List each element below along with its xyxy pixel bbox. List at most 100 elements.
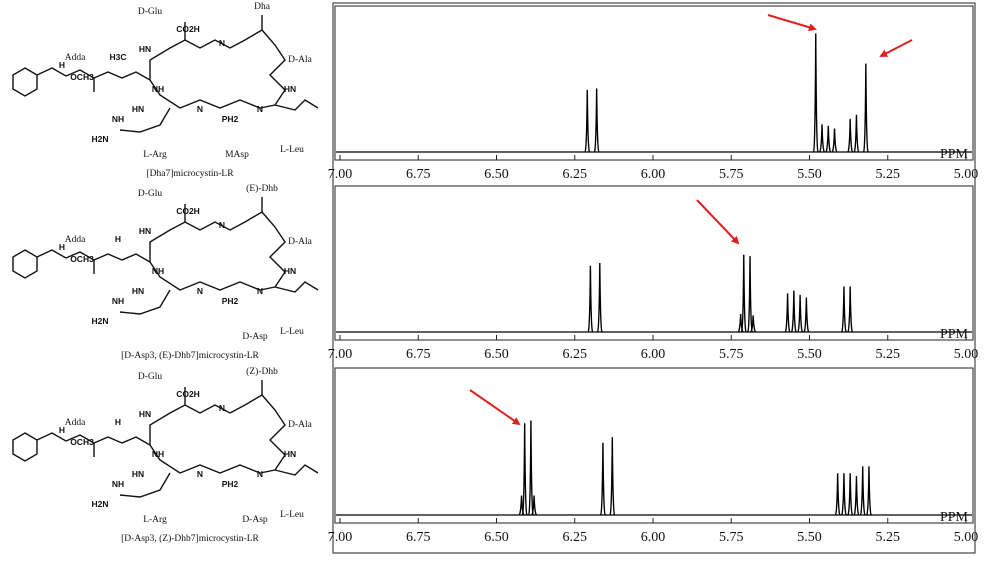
x-axis-label: PPM — [940, 510, 969, 525]
atom-label: H2N — [91, 316, 108, 326]
outer-frame — [332, 2, 976, 554]
panel-frame — [334, 5, 974, 161]
peak — [531, 495, 537, 516]
x-tick-label: 5.50 — [797, 347, 822, 362]
arrow — [879, 39, 913, 57]
structure-skeleton — [12, 14, 319, 133]
x-tick-label: 6.75 — [406, 347, 431, 362]
peak — [750, 315, 757, 333]
residue-label: L-Leu — [280, 145, 304, 155]
atom-label: H2N — [91, 499, 108, 509]
x-tick-label: 7.00 — [328, 347, 353, 362]
x-tick-label: 5.75 — [719, 167, 744, 182]
peak — [600, 442, 606, 516]
atom-label: CO2H — [176, 206, 200, 216]
peak — [825, 125, 832, 153]
x-tick-label: 7.00 — [328, 530, 353, 545]
peak — [819, 124, 825, 153]
structure-skeleton — [12, 379, 319, 498]
structure-skeleton — [12, 196, 319, 315]
x-axis-label: PPM — [940, 327, 969, 342]
peak — [841, 286, 847, 333]
atom-label: HN — [284, 266, 296, 276]
atom-label: NH — [152, 84, 164, 94]
peak — [528, 420, 534, 516]
atom-label: N — [257, 286, 263, 296]
peak — [587, 265, 594, 333]
panel-frame — [334, 367, 974, 524]
x-tick-label: 7.00 — [328, 167, 353, 182]
residue-label: L-Leu — [280, 510, 304, 520]
atom-label: OCH3 — [70, 254, 94, 264]
atom-label: NH — [152, 266, 164, 276]
residue-label: MAsp — [225, 150, 249, 160]
residue-label: D-Ala — [288, 420, 313, 430]
residue-label: D-Glu — [138, 7, 163, 17]
atom-label: NH — [112, 296, 124, 306]
x-tick-label: 5.25 — [876, 530, 901, 545]
x-tick-label: 5.75 — [719, 530, 744, 545]
x-tick-label: 6.75 — [406, 167, 431, 182]
structure-caption: [D-Asp3, (E)-Dhb7]microcystin-LR — [121, 350, 259, 361]
peak — [593, 88, 600, 153]
x-tick-label: 6.00 — [641, 347, 666, 362]
peak — [584, 89, 591, 153]
peak — [790, 290, 797, 333]
atom-label: H — [115, 417, 121, 427]
x-tick-label: 6.50 — [484, 530, 509, 545]
atom-label: CO2H — [176, 389, 200, 399]
residue-label: D-Asp — [242, 515, 268, 525]
peak — [834, 473, 841, 516]
atom-label: OCH3 — [70, 72, 94, 82]
atom-label: NH — [112, 479, 124, 489]
atom-label: N — [197, 469, 203, 479]
peak — [859, 466, 866, 516]
peak — [747, 256, 753, 333]
x-tick-label: 6.00 — [641, 530, 666, 545]
atom-label: NH — [152, 449, 164, 459]
atom-label: N — [219, 220, 225, 230]
x-tick-label: 6.25 — [563, 530, 588, 545]
residue-label: D-Ala — [288, 55, 313, 65]
x-tick-label: 6.25 — [563, 167, 588, 182]
peak — [803, 297, 810, 333]
structure-caption: [Dha7]microcystin-LR — [146, 169, 234, 179]
panel-frame — [334, 185, 974, 341]
atom-label: PH2 — [222, 479, 239, 489]
atom-label: N — [197, 104, 203, 114]
residue-label: (Z)-Dhb — [246, 366, 278, 377]
arrow — [469, 389, 521, 426]
atom-label: HN — [139, 226, 151, 236]
atom-label: HN — [132, 104, 144, 114]
atom-label: H3C — [109, 52, 126, 62]
structure-caption: [D-Asp3, (Z)-Dhb7]microcystin-LR — [121, 533, 259, 544]
peak — [609, 437, 616, 516]
atom-label: HN — [139, 44, 151, 54]
atom-label: PH2 — [222, 114, 239, 124]
atom-label: N — [219, 38, 225, 48]
peak — [797, 294, 803, 333]
atom-label: H2N — [91, 134, 108, 144]
x-tick-label: 5.25 — [876, 347, 901, 362]
x-tick-label: 5.50 — [797, 167, 822, 182]
residue-label: D-Glu — [138, 189, 163, 199]
atom-label: N — [197, 286, 203, 296]
residue-label: L-Arg — [143, 515, 167, 525]
residue-label: Adda — [65, 53, 86, 63]
peak — [847, 286, 854, 333]
atom-label: HN — [284, 84, 296, 94]
x-tick-label: 6.50 — [484, 167, 509, 182]
peak — [853, 114, 860, 153]
peak — [847, 473, 854, 516]
atom-label: HN — [284, 449, 296, 459]
residue-label: D-Asp — [242, 332, 268, 342]
atom-label: H — [59, 425, 65, 435]
residue-label: Adda — [65, 235, 86, 245]
atom-label: N — [257, 469, 263, 479]
residue-label: L-Arg — [143, 150, 167, 160]
x-tick-label: 6.75 — [406, 530, 431, 545]
peak — [853, 476, 860, 516]
x-tick-label: 5.00 — [954, 530, 979, 545]
x-tick-label: 6.00 — [641, 167, 666, 182]
